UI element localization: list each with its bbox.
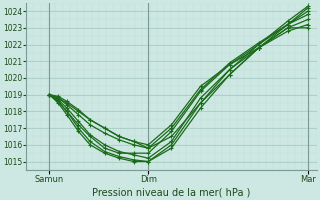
X-axis label: Pression niveau de la mer( hPa ): Pression niveau de la mer( hPa ) <box>92 187 251 197</box>
